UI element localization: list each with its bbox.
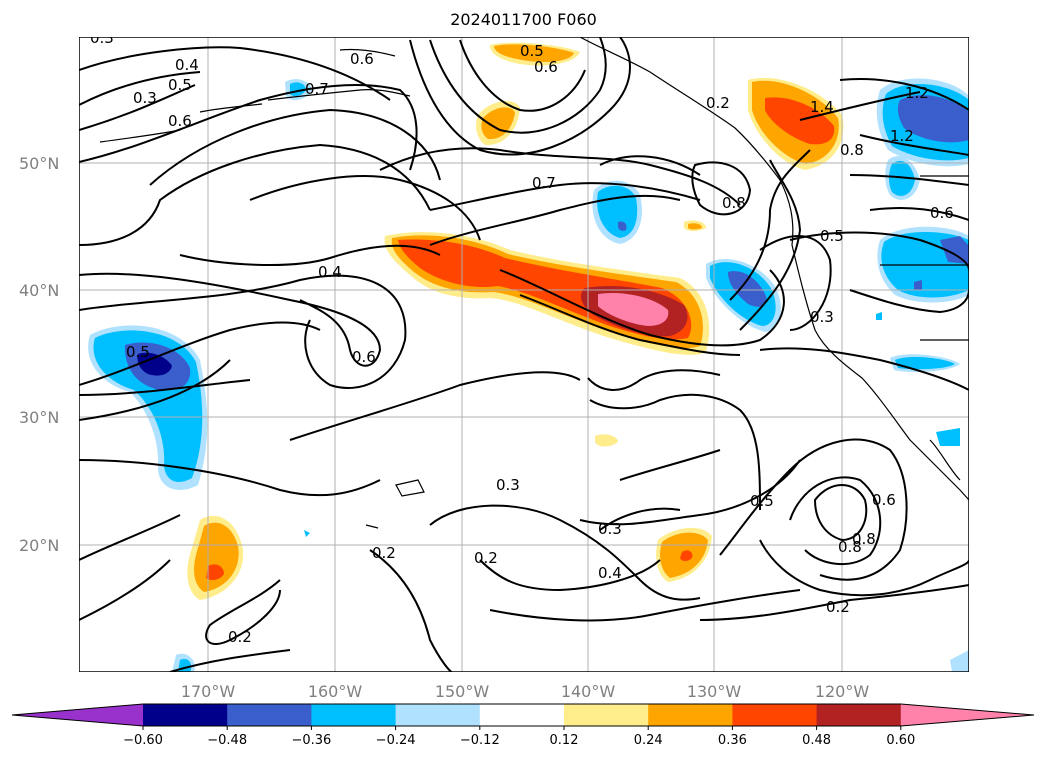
lat-label-40n: 40°N <box>19 281 59 300</box>
lon-label-140w: 140°W <box>561 682 616 701</box>
colorbar-segment <box>143 704 228 726</box>
contour-label: 0.6 <box>534 58 558 76</box>
colorbar-tick-label: 0.36 <box>718 733 747 748</box>
lat-label-30n: 30°N <box>19 408 59 427</box>
colorbar-tick-label: −0.24 <box>376 733 416 748</box>
contour-label: 0.5 <box>750 492 774 510</box>
contour-label: 0.7 <box>305 80 329 98</box>
graticule <box>79 37 969 672</box>
colorbar-tick-label: −0.36 <box>291 733 331 748</box>
contour-label: 0.7 <box>532 174 556 192</box>
colorbar-tick-label: −0.60 <box>123 733 163 748</box>
contour-label: 0.3 <box>496 476 520 494</box>
colorbar-segment <box>816 704 902 726</box>
contour-label: 0.6 <box>350 50 374 68</box>
colorbar-tick-label: −0.48 <box>207 733 247 748</box>
colorbar-segment <box>311 704 397 726</box>
colorbar-tick-label: 0.60 <box>886 733 915 748</box>
contour-label: 0.8 <box>838 538 862 556</box>
contour-label: 0.6 <box>352 348 376 366</box>
colorbar-segment <box>227 704 312 726</box>
max-positive-core <box>598 292 669 326</box>
contour-lines <box>79 37 969 672</box>
colorbar-extend-low <box>12 704 143 726</box>
contour-label: 0.5 <box>520 42 544 60</box>
colorbar-extend-high <box>900 704 1034 726</box>
contour-labels: 0.3 0.4 0.5 0.6 0.6 0.7 0.3 0.4 0.6 0.5 … <box>90 29 954 646</box>
lon-label-130w: 130°W <box>687 682 742 701</box>
contour-label: 1.2 <box>890 127 914 145</box>
contour-label: 0.2 <box>474 549 498 567</box>
latitude-labels: 50°N 40°N 30°N 20°N <box>19 154 59 555</box>
colorbar: −0.60 −0.48 −0.36 −0.24 −0.12 0.12 0.24 0.36 0.4… <box>11 703 1035 748</box>
contour-label: 0.2 <box>826 598 850 616</box>
contour-label: 0.3 <box>810 308 834 326</box>
lon-label-160w: 160°W <box>308 682 363 701</box>
contour-label: 0.5 <box>820 227 844 245</box>
lon-label-120w: 120°W <box>815 682 870 701</box>
contour-label: 0.6 <box>930 204 954 222</box>
anomaly-shading <box>88 42 969 672</box>
lon-label-170w: 170°W <box>181 682 236 701</box>
colorbar-segment <box>479 704 565 726</box>
contour-label: 0.2 <box>372 544 396 562</box>
contour-label: 0.8 <box>852 530 876 548</box>
lat-label-50n: 50°N <box>19 154 59 173</box>
colorbar-segment <box>395 704 481 726</box>
contour-label: 0.5 <box>126 343 150 361</box>
contour-label: 0.5 <box>168 76 192 94</box>
colorbar-tick-label: −0.12 <box>460 733 500 748</box>
contour-label: 0.4 <box>318 263 342 281</box>
map-plot-area: 0.3 0.4 0.5 0.6 0.6 0.7 0.3 0.4 0.6 0.5 … <box>79 29 969 672</box>
contour-label: 0.4 <box>598 564 622 582</box>
contour-label: 1.2 <box>905 84 929 102</box>
colorbar-tick-label: 0.48 <box>802 733 831 748</box>
contour-label: 0.3 <box>133 89 157 107</box>
contour-label: 0.3 <box>90 29 114 47</box>
colorbar-segment <box>648 704 733 726</box>
contour-label: 1.4 <box>810 98 834 116</box>
longitude-labels: 170°W 160°W 150°W 140°W 130°W 120°W <box>181 682 870 701</box>
colorbar-tick-label: 0.12 <box>550 733 579 748</box>
colorbar-segment <box>564 704 649 726</box>
lon-label-150w: 150°W <box>435 682 490 701</box>
contour-label: 0.2 <box>228 628 252 646</box>
contour-label: 0.8 <box>840 141 864 159</box>
contour-label: 0.6 <box>872 491 896 509</box>
chart-title: 2024011700 F060 <box>450 10 597 29</box>
colorbar-segment <box>732 704 818 726</box>
contour-label: 0.4 <box>175 56 199 74</box>
colorbar-tick-label: 0.24 <box>634 733 663 748</box>
contour-label: 0.2 <box>706 94 730 112</box>
contour-label: 0.3 <box>598 520 622 538</box>
contour-label: 0.8 <box>722 194 746 212</box>
contour-label: 0.6 <box>168 112 192 130</box>
lat-label-20n: 20°N <box>19 536 59 555</box>
